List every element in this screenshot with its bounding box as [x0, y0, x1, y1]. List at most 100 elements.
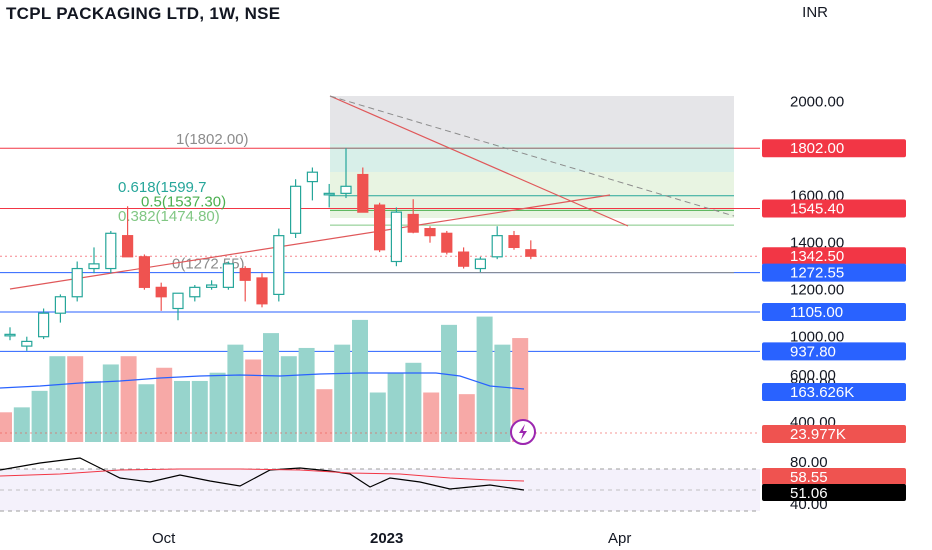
volume-bar — [352, 319, 368, 442]
price-level-tag — [762, 247, 906, 266]
chart-title: TCPL PACKAGING LTD, 1W, NSE — [6, 4, 281, 23]
trendline-support — [9, 194, 611, 290]
volume-bar — [31, 390, 48, 442]
rsi-ma-tag — [762, 484, 906, 501]
fib-level-label: 0.5(1537.30) — [141, 193, 226, 210]
volume-axis-tick: 600.00 — [790, 367, 836, 384]
candle-body[interactable] — [189, 286, 201, 298]
candle-body[interactable] — [491, 235, 503, 258]
candle-body[interactable] — [407, 213, 419, 233]
candle-body[interactable] — [340, 185, 352, 194]
candle-body[interactable] — [441, 232, 453, 253]
volume-bar — [387, 372, 404, 442]
price-level-label: 1105.00 — [790, 304, 843, 321]
volume-bar — [458, 394, 475, 442]
fib-zone-lower — [330, 172, 734, 218]
price-axis-tick: 1000.00 — [790, 329, 844, 346]
volume-bar — [0, 412, 12, 442]
volume-bar — [369, 392, 386, 442]
candle-body[interactable] — [222, 263, 234, 288]
price-axis-tick: 1200.00 — [790, 282, 844, 299]
candle-body[interactable] — [4, 333, 16, 337]
candle-body[interactable] — [306, 171, 318, 183]
rsi-value-tag — [762, 468, 906, 485]
volume-bar — [405, 362, 422, 442]
price-level-label: 1342.50 — [790, 248, 844, 265]
fib-zone-upper — [330, 96, 734, 144]
time-axis-tick: 2023 — [370, 530, 403, 547]
price-level-tag — [762, 199, 906, 218]
candle-body[interactable] — [105, 232, 117, 270]
candle-body[interactable] — [374, 204, 386, 251]
price-level-tag — [762, 342, 906, 361]
volume-bar — [13, 407, 30, 442]
volume-ma-tag — [762, 383, 906, 401]
volume-bar — [67, 356, 84, 442]
volume-bar — [49, 356, 66, 442]
price-level-label: 1272.55 — [790, 265, 844, 282]
candle-body[interactable] — [206, 284, 218, 288]
volume-bar — [298, 347, 315, 442]
candle-body[interactable] — [21, 340, 33, 347]
candle-body[interactable] — [88, 263, 100, 270]
fib-level-label: 0.618(1599.7 — [118, 179, 206, 196]
candle-body[interactable] — [256, 277, 268, 305]
price-axis-tick: 2000.00 — [790, 94, 844, 111]
volume-ma-line — [0, 372, 525, 390]
rsi-ma-line — [0, 468, 525, 482]
candle-body[interactable] — [54, 296, 67, 314]
lightning-icon[interactable] — [510, 419, 536, 445]
volume-bar — [209, 372, 226, 442]
trendline-dashed — [329, 95, 735, 217]
volume-bar — [316, 389, 333, 442]
rsi-value-label: 58.55 — [790, 469, 828, 486]
candle-body[interactable] — [525, 249, 537, 257]
currency-label: INR — [802, 4, 828, 21]
volume-bar — [156, 367, 173, 442]
price-level-label: 1802.00 — [790, 140, 844, 157]
volume-bar — [245, 359, 262, 442]
price-level-tag — [762, 139, 906, 158]
volume-ma-label: 163.626K — [790, 384, 854, 401]
volume-bar — [120, 356, 137, 442]
candle-body[interactable] — [138, 256, 150, 288]
volume-bar — [494, 344, 511, 442]
candle-body[interactable] — [424, 228, 436, 237]
volume-bar — [227, 344, 244, 442]
candle-body[interactable] — [37, 312, 50, 338]
volume-bar — [423, 392, 440, 442]
time-axis-tick: Apr — [608, 530, 631, 547]
candle-body[interactable] — [323, 192, 335, 196]
volume-bar — [476, 316, 493, 442]
price-level-label: 1545.40 — [790, 201, 844, 218]
candle-body[interactable] — [474, 258, 486, 270]
price-level-label: 937.80 — [790, 343, 836, 360]
volume-bar — [263, 333, 279, 442]
candle-body[interactable] — [357, 173, 369, 213]
volume-bar — [174, 380, 190, 442]
volume-bar — [138, 384, 155, 442]
candle-body[interactable] — [273, 235, 285, 295]
volume-bar — [191, 380, 208, 442]
candle-body[interactable] — [239, 267, 251, 281]
candle-body[interactable] — [508, 235, 520, 248]
candle-body[interactable] — [458, 251, 470, 267]
price-level-tag — [762, 263, 906, 282]
trendline-resistance — [329, 95, 629, 227]
candle-body[interactable] — [390, 211, 402, 263]
rsi-axis-tick: 80.00 — [790, 454, 828, 471]
volume-bar — [85, 380, 101, 442]
fib-level-label: 0.382(1474.80) — [118, 208, 220, 225]
candle-body[interactable] — [121, 235, 134, 258]
candle-body[interactable] — [172, 292, 184, 310]
volume-bar — [334, 344, 351, 442]
volume-last-tag — [762, 425, 906, 443]
fib-level-label: 1(1802.00) — [176, 131, 249, 148]
candle-body[interactable] — [71, 267, 83, 298]
candle-body[interactable] — [290, 185, 302, 234]
volume-bar — [512, 338, 529, 442]
time-axis-tick: Oct — [152, 530, 176, 547]
volume-bar — [102, 364, 119, 442]
candle-body[interactable] — [155, 286, 167, 298]
